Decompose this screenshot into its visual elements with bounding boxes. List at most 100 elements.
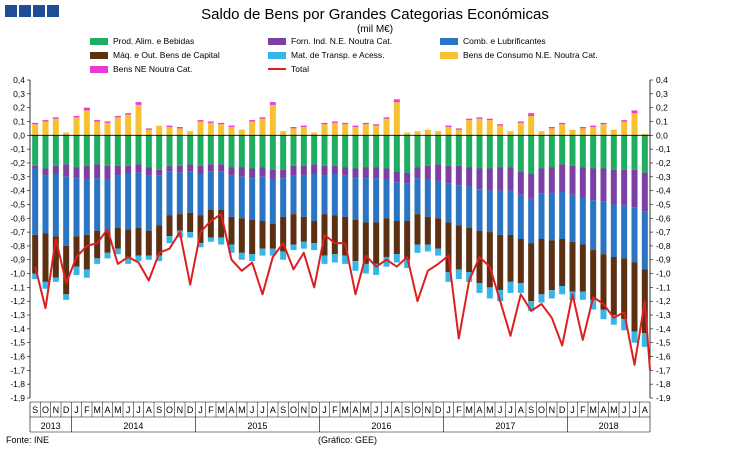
year-label: 2014 xyxy=(123,421,143,431)
x-tick-label: J xyxy=(570,405,575,415)
x-tick-label: J xyxy=(508,405,513,415)
bar-segment xyxy=(414,135,421,168)
bar-segment xyxy=(424,135,431,166)
bar-segment xyxy=(104,121,111,123)
bar-segment xyxy=(73,167,80,179)
legend-label: Bens NE Noutra Cat. xyxy=(113,64,193,74)
x-tick-label: J xyxy=(632,405,637,415)
bar-segment xyxy=(166,165,173,172)
y-tick-label-left: 0,0 xyxy=(13,130,25,140)
bar-segment xyxy=(249,219,256,255)
bar-segment xyxy=(63,164,70,177)
bar-segment xyxy=(52,118,59,136)
bar-segment xyxy=(197,243,204,248)
x-tick-label: N xyxy=(301,405,308,415)
x-tick-label: D xyxy=(435,405,442,415)
x-tick-label: D xyxy=(63,405,70,415)
y-tick-label-left: -1,0 xyxy=(10,269,25,279)
y-tick-label-right: -0,7 xyxy=(656,227,671,237)
bar-segment xyxy=(590,200,597,251)
bar-segment xyxy=(63,132,70,136)
bar-segment xyxy=(466,186,473,228)
bar-segment xyxy=(569,241,576,292)
legend-item-other: Bens NE Noutra Cat. xyxy=(90,64,192,74)
x-tick-label: M xyxy=(589,405,597,415)
bar-segment xyxy=(207,171,214,210)
x-tick-label: A xyxy=(394,405,400,415)
bar-segment xyxy=(135,172,142,228)
bar-segment xyxy=(528,198,535,244)
bar-segment xyxy=(435,131,442,136)
bar-segment xyxy=(311,164,318,175)
bar-segment xyxy=(362,222,369,264)
bar-segment xyxy=(63,294,70,300)
bar-segment xyxy=(466,118,473,121)
x-tick-label: J xyxy=(74,405,79,415)
bar-segment xyxy=(42,135,49,169)
bar-segment xyxy=(290,244,297,251)
bar-segment xyxy=(311,221,318,244)
bar-segment xyxy=(52,277,59,282)
bar-segment xyxy=(176,172,183,215)
bar-segment xyxy=(579,128,586,136)
bar-segment xyxy=(590,127,597,136)
bar-segment xyxy=(321,135,328,166)
bar-segment xyxy=(145,167,152,176)
bar-segment xyxy=(538,239,545,295)
bar-segment xyxy=(300,241,307,249)
bar-segment xyxy=(528,301,535,311)
bar-segment xyxy=(187,164,194,172)
y-tick-label-right: -0,6 xyxy=(656,213,671,223)
x-tick-label: S xyxy=(280,405,286,415)
bar-segment xyxy=(559,286,566,295)
x-tick-label: M xyxy=(362,405,370,415)
y-tick-label-left: -0,6 xyxy=(10,213,25,223)
bar-segment xyxy=(404,221,411,260)
bar-segment xyxy=(476,117,483,119)
bar-segment xyxy=(125,229,132,257)
bar-segment xyxy=(445,125,452,128)
bar-segment xyxy=(176,165,183,173)
x-tick-label: M xyxy=(465,405,473,415)
bar-segment xyxy=(249,168,256,179)
bar-segment xyxy=(342,216,349,256)
y-tick-label-right: -0,9 xyxy=(656,255,671,265)
x-tick-label: M xyxy=(238,405,246,415)
y-tick-label-right: -1,8 xyxy=(656,379,671,389)
bar-segment xyxy=(52,174,59,237)
bar-segment xyxy=(455,135,462,166)
bar-segment xyxy=(166,171,173,216)
legend-label: Total xyxy=(291,64,309,74)
bar-segment xyxy=(259,248,266,256)
y-tick-label-left: -1,5 xyxy=(10,338,25,348)
y-tick-label-left: -0,2 xyxy=(10,158,25,168)
bar-segment xyxy=(228,167,235,176)
bar-segment xyxy=(404,132,411,136)
bar-segment xyxy=(352,135,359,169)
y-tick-label-left: -0,1 xyxy=(10,144,25,154)
bar-segment xyxy=(579,127,586,129)
bar-segment xyxy=(238,129,245,136)
bar-segment xyxy=(342,167,349,176)
bar-segment xyxy=(590,168,597,201)
bar-segment xyxy=(621,169,628,206)
x-tick-label: F xyxy=(580,405,586,415)
bar-segment xyxy=(42,121,49,136)
bar-segment xyxy=(269,248,276,256)
bar-segment xyxy=(290,165,297,176)
x-tick-label: J xyxy=(322,405,327,415)
bar-segment xyxy=(311,174,318,222)
bar-segment xyxy=(373,178,380,223)
bar-segment xyxy=(476,189,483,231)
total-line xyxy=(34,213,651,371)
bar-segment xyxy=(590,125,597,128)
bar-segment xyxy=(145,175,152,231)
bar-segment xyxy=(83,135,90,166)
bar-segment xyxy=(280,135,287,170)
y-tick-label-right: -0,4 xyxy=(656,186,671,196)
bar-segment xyxy=(32,124,39,136)
bar-segment xyxy=(621,121,628,136)
bar-segment xyxy=(610,315,617,325)
y-tick-label-right: -0,2 xyxy=(656,158,671,168)
